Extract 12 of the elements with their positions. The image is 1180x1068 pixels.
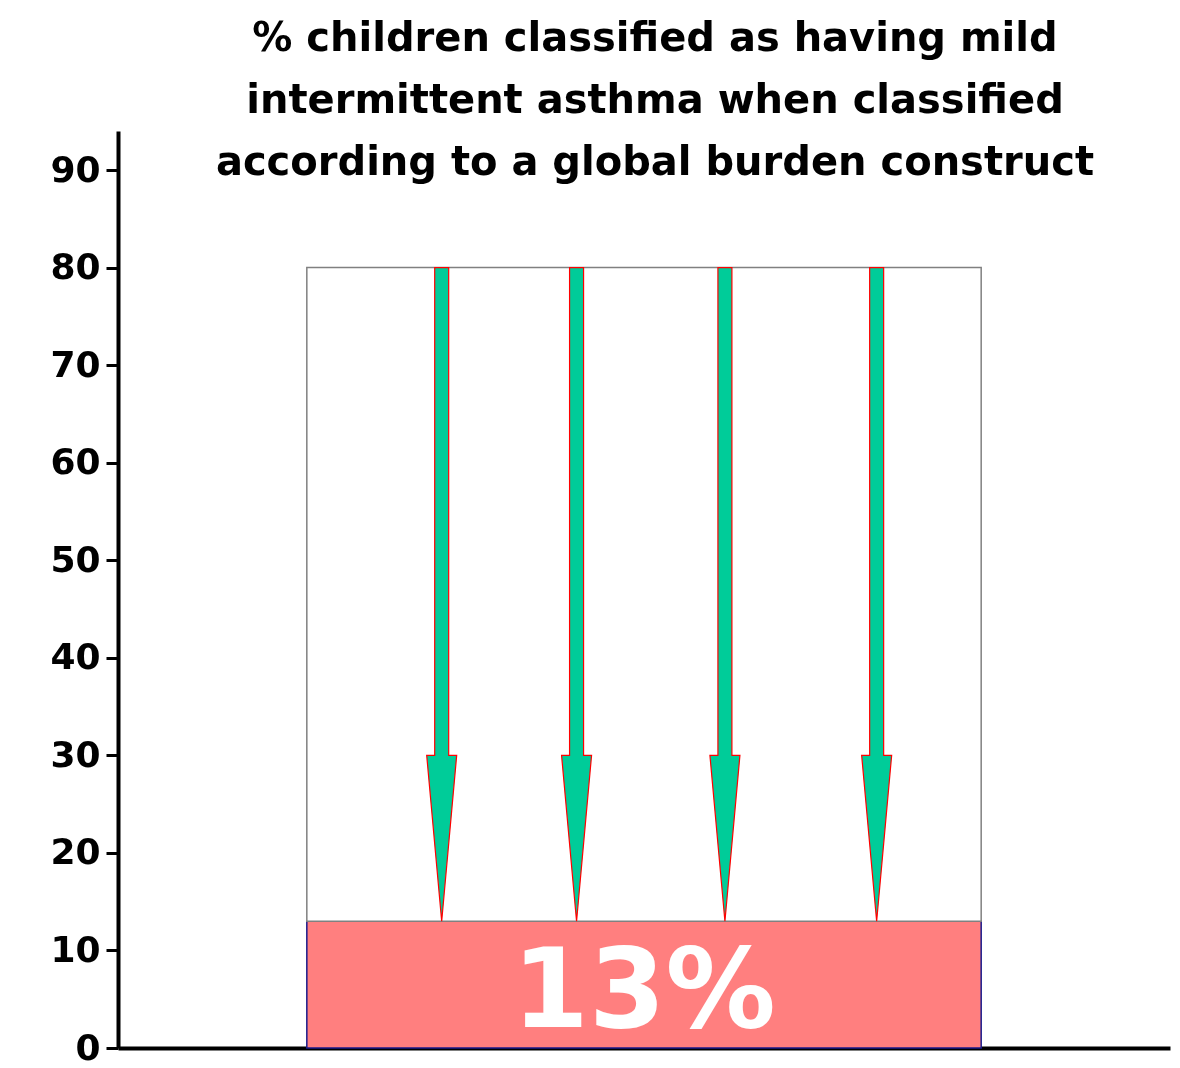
y-tick-label: 70 [50, 343, 101, 385]
data-label: 13% [512, 925, 776, 1053]
y-tick-label: 20 [50, 831, 101, 873]
chart-title: % children classified as having mild intermittent asthma when classified according to a global burden construct [214, 13, 1096, 186]
y-tick-label: 0 [75, 1026, 101, 1068]
y-tick-label: 60 [50, 441, 101, 483]
y-tick-label: 50 [50, 538, 101, 580]
y-tick-label: 80 [50, 246, 101, 288]
y-tick-label: 90 [50, 148, 101, 190]
y-tick-label: 10 [50, 928, 101, 970]
y-tick-label: 30 [50, 733, 101, 775]
y-tick-label: 40 [50, 636, 101, 678]
